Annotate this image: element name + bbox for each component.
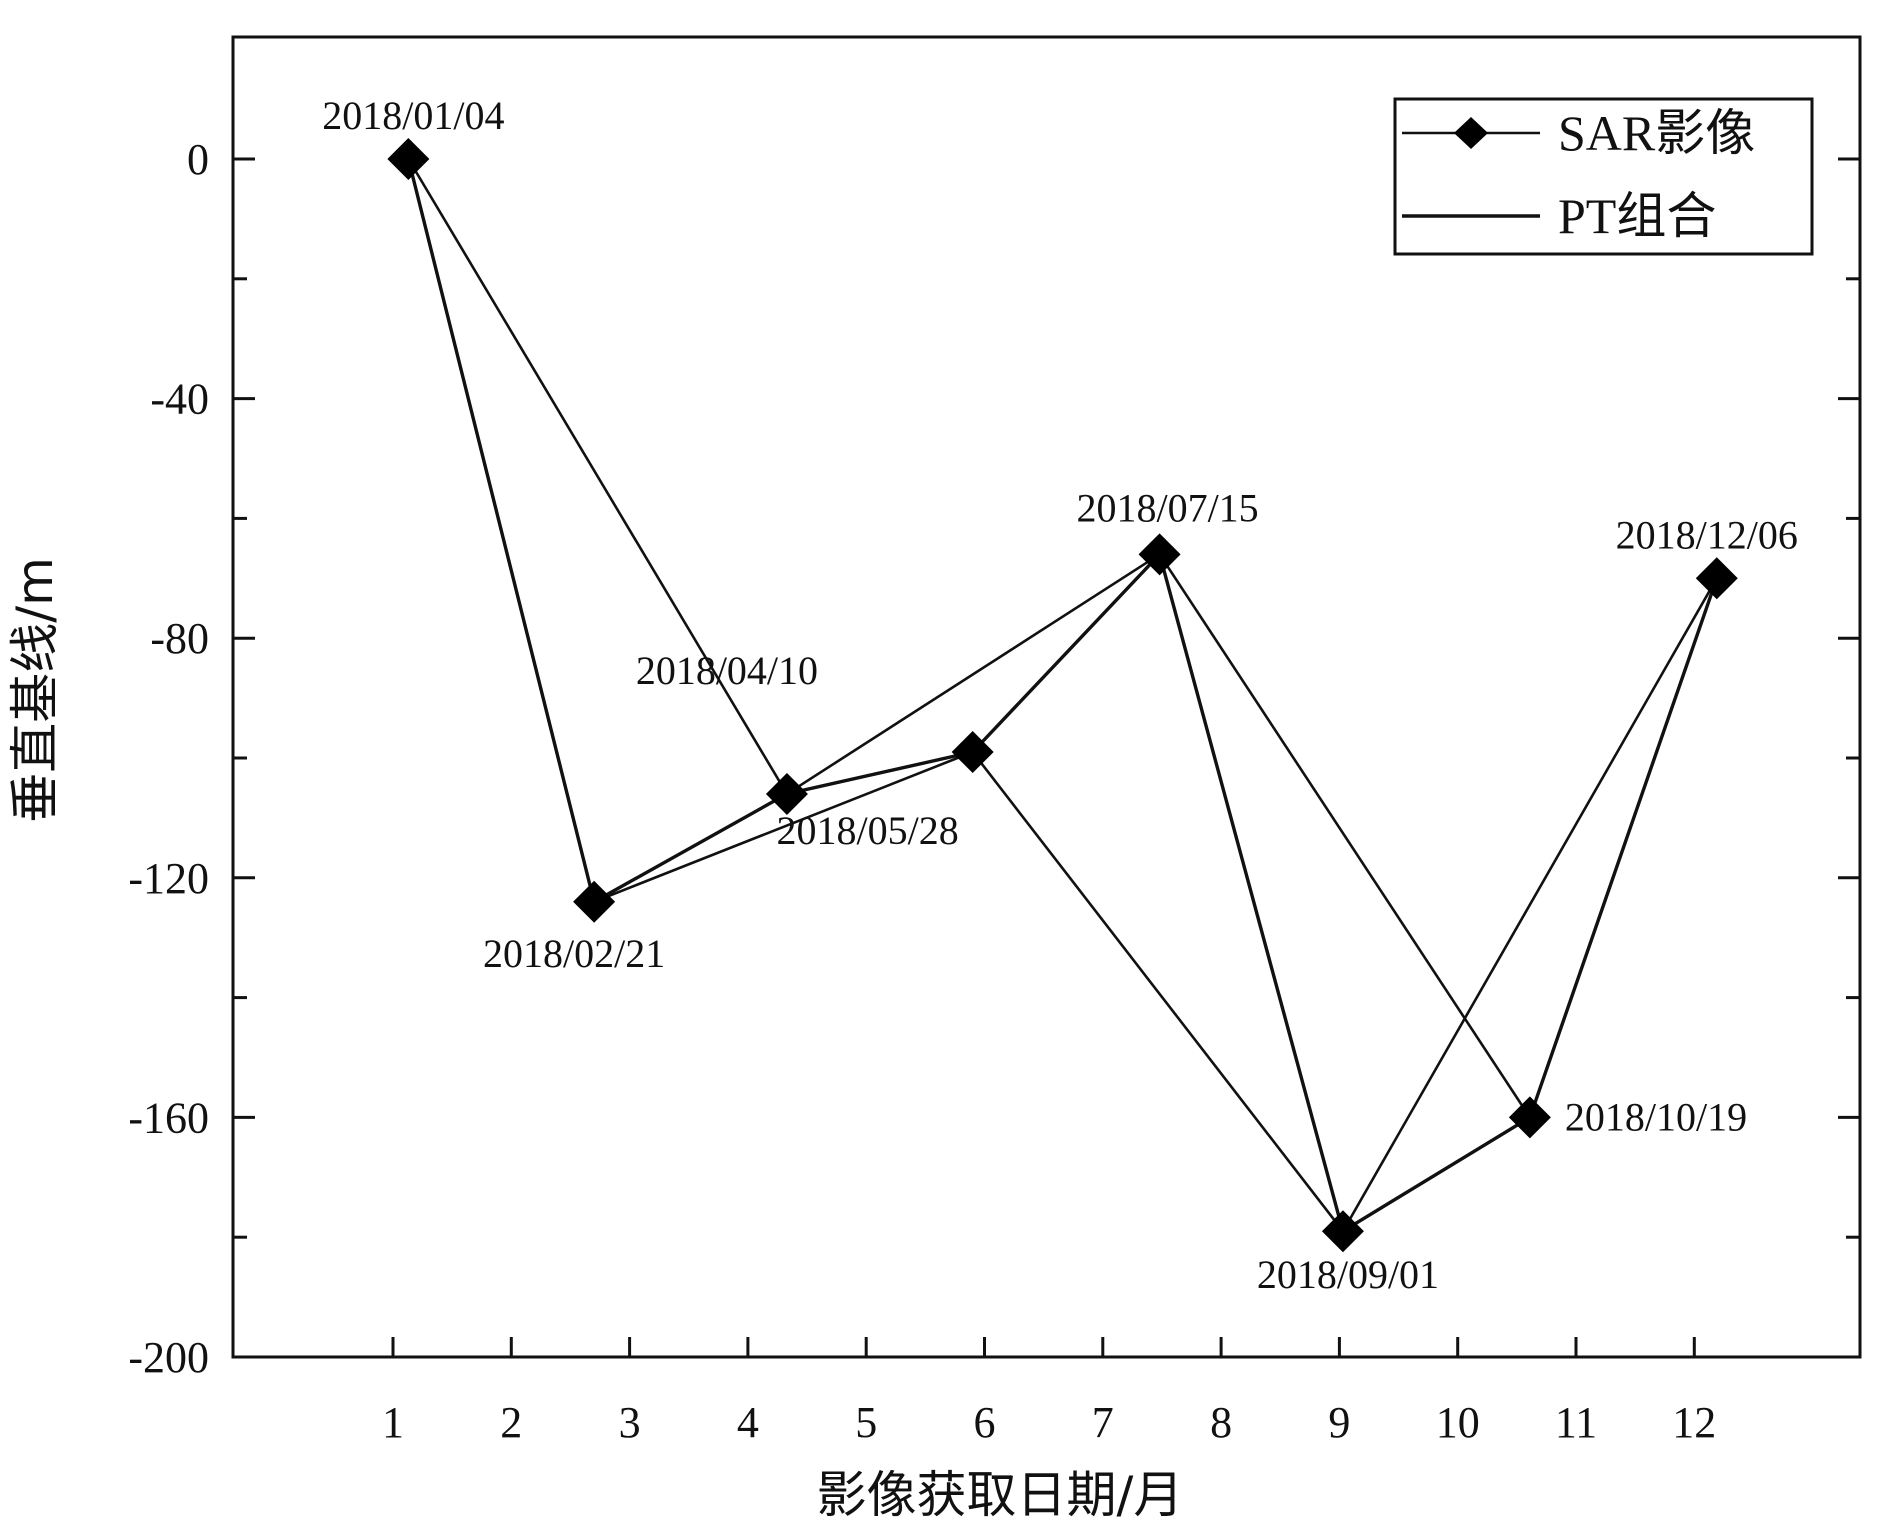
x-tick-label-7: 7 — [1092, 1398, 1114, 1447]
x-tick-label-8: 8 — [1210, 1398, 1232, 1447]
axis-ticks: 1 2 3 4 5 6 7 8 9 10 11 120-40-80-120-160-200 — [128, 135, 1860, 1447]
date-label-4: 2018/07/15 — [1076, 485, 1258, 530]
pt-line-1-3 — [593, 750, 974, 903]
date-label-7: 2018/12/06 — [1616, 512, 1798, 557]
sar-series-line — [406, 158, 1719, 1234]
y-tick-label--40: -40 — [150, 375, 209, 424]
y-tick-label--200: -200 — [128, 1333, 209, 1382]
pt-line-2-4 — [786, 553, 1161, 796]
sar-marker-1 — [573, 880, 616, 923]
sar-image-series — [387, 138, 1738, 1253]
x-tick-label-12: 12 — [1672, 1398, 1716, 1447]
x-tick-label-3: 3 — [619, 1398, 641, 1447]
legend-sar-label: SAR影像 — [1558, 105, 1755, 161]
pt-line-4-6 — [1158, 553, 1531, 1119]
legend: SAR影像 PT组合 — [1393, 97, 1814, 256]
x-tick-label-11: 11 — [1555, 1398, 1597, 1447]
date-label-6: 2018/10/19 — [1565, 1094, 1747, 1139]
sar-marker-0 — [387, 138, 430, 180]
y-axis-title: 垂直基线/m — [6, 557, 64, 823]
sar-marker-4 — [1138, 533, 1181, 576]
x-tick-label-9: 9 — [1328, 1398, 1350, 1447]
date-label-3: 2018/05/28 — [777, 808, 959, 853]
sar-marker-6 — [1508, 1096, 1551, 1139]
y-tick-label--160: -160 — [128, 1093, 209, 1142]
x-axis-title: 影像获取日期/月 — [817, 1466, 1184, 1524]
pt-combination-lines — [407, 158, 1719, 1233]
x-tick-label-6: 6 — [974, 1398, 996, 1447]
plot-frame — [231, 35, 1862, 1359]
date-label-5: 2018/09/01 — [1257, 1252, 1439, 1297]
pt-line-3-5 — [971, 751, 1344, 1233]
y-tick-label-0: 0 — [187, 135, 209, 184]
date-labels: 2018/01/04 2018/02/21 2018/04/10 2018/05/28… — [322, 93, 1798, 1297]
date-label-1: 2018/02/21 — [483, 931, 665, 976]
legend-pt-label: PT组合 — [1558, 188, 1716, 244]
sar-marker-3 — [951, 731, 994, 774]
date-label-2: 2018/04/10 — [636, 648, 818, 693]
x-tick-label-10: 10 — [1436, 1398, 1480, 1447]
y-tick-label--120: -120 — [128, 854, 209, 903]
sar-marker-7 — [1695, 557, 1738, 600]
pt-line-5-7 — [1341, 577, 1718, 1232]
sar-marker-5 — [1321, 1210, 1364, 1253]
date-label-0: 2018/01/04 — [322, 93, 504, 138]
y-tick-label--80: -80 — [150, 614, 209, 663]
x-tick-label-1: 1 — [382, 1398, 404, 1447]
pt-line-0-2 — [407, 158, 789, 795]
sar-marker-2 — [765, 772, 808, 815]
x-tick-label-5: 5 — [855, 1398, 877, 1447]
x-tick-label-4: 4 — [737, 1398, 759, 1447]
legend-sar-marker — [1454, 117, 1488, 149]
x-tick-label-2: 2 — [500, 1398, 522, 1447]
